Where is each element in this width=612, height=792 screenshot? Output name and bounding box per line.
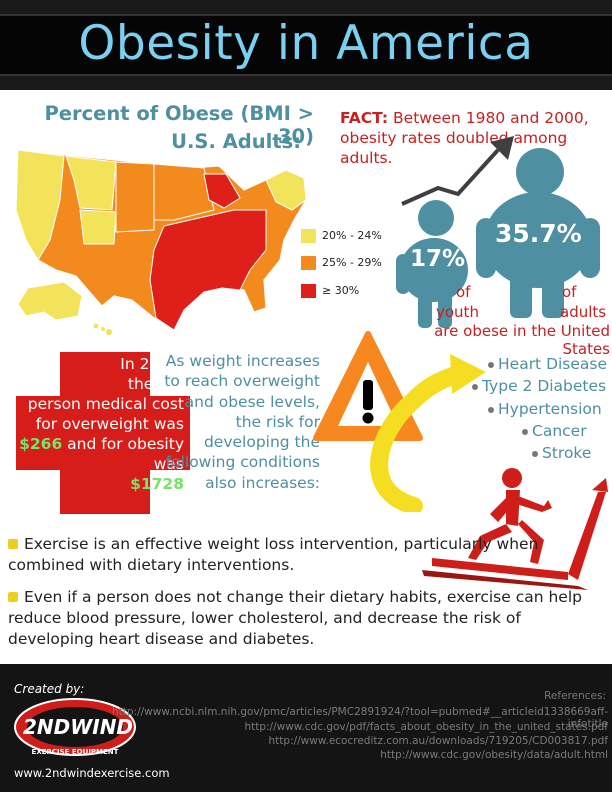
bullet-item-dietary: Even if a person does not change their d… — [8, 587, 598, 650]
reference-link-4[interactable]: http://www.cdc.gov/obesity/data/adult.ht… — [380, 749, 608, 761]
bullet-item-exercise: Exercise is an effective weight loss int… — [8, 534, 598, 576]
curved-arrow-icon — [370, 354, 486, 512]
svg-text:EXERCISE EQUIPMENT: EXERCISE EQUIPMENT — [32, 748, 119, 756]
legend-swatch-orange — [301, 256, 316, 270]
map-alaska — [17, 281, 83, 321]
map-region-yellow-rockies — [79, 209, 117, 245]
obesity-cost: $1728 — [130, 475, 184, 493]
legend-swatch-yellow — [301, 229, 316, 243]
bullet-marker-icon — [8, 592, 18, 602]
page-title: Obesity in America — [78, 16, 534, 71]
legend-swatch-red — [301, 284, 316, 298]
map-title-line2: U.S. Adults: — [171, 130, 301, 153]
risk-paragraph: As weight increases to reach overweight … — [164, 352, 320, 492]
map-hawaii-1 — [93, 323, 99, 329]
obese-summary-text: are obese in the United States — [434, 322, 610, 358]
adult-stat-value: 35.7% — [495, 219, 582, 248]
adult-stat-group: adults — [560, 303, 607, 321]
bullet-marker-icon — [8, 539, 18, 549]
condition-item-heart-disease: Heart Disease — [488, 355, 607, 373]
cost-line4: for overweight was — [35, 415, 184, 433]
legend-label-yellow: 20% - 24% — [322, 229, 382, 242]
condition-item-cancer: Cancer — [522, 422, 587, 440]
references-title: References: — [544, 690, 606, 702]
created-by-label: Created by: — [14, 682, 85, 696]
trend-up-arrow-icon — [401, 136, 514, 206]
reference-link-3[interactable]: http://www.ecocreditz.com.au/downloads/7… — [268, 735, 608, 747]
adult-stat-of: of — [562, 283, 577, 301]
adult-figure-icon — [476, 148, 600, 318]
overweight-cost: $266 — [19, 435, 63, 453]
cost-line6: was — [153, 455, 184, 473]
youth-figure-icon — [396, 200, 468, 328]
header-banner — [0, 0, 612, 90]
youth-stat-of: of — [456, 283, 471, 301]
map-region-orange-plains — [115, 161, 155, 233]
map-title-line1: Percent of Obese (BMI > 30) — [44, 102, 314, 148]
cost-line3: person medical cost — [27, 395, 184, 413]
treadmill-runner-icon — [422, 468, 608, 590]
svg-text:2NDWIND: 2NDWIND — [23, 715, 133, 739]
fact-block: FACT: Between 1980 and 2000, obesity rat… — [340, 108, 590, 168]
2ndwind-logo: 2NDWIND EXERCISE EQUIPMENT — [14, 698, 136, 756]
fact-label: FACT: — [340, 109, 389, 127]
map-region-yellow-mountain — [65, 155, 117, 211]
map-region-yellow-northeast — [265, 169, 307, 211]
header-band — [0, 14, 612, 76]
reference-link-2[interactable]: http://www.cdc.gov/pdf/facts_about_obesi… — [244, 721, 608, 733]
condition-item-type2-diabetes: Type 2 Diabetes — [472, 377, 606, 395]
reference-link-1[interactable]: http://www.ncbi.nlm.nih.gov/pmc/articles… — [112, 706, 608, 730]
condition-item-hypertension: Hypertension — [488, 400, 602, 418]
cost-line5-wrap: $266 and for obesity — [14, 434, 184, 454]
website-url[interactable]: www.2ndwindexercise.com — [14, 766, 170, 780]
legend-label-red: ≥ 30% — [322, 284, 360, 297]
condition-item-stroke: Stroke — [532, 444, 591, 462]
bullet-text: Exercise is an effective weight loss int… — [8, 535, 539, 574]
medical-cross-icon — [16, 352, 190, 514]
cost-line2: the per — [127, 375, 184, 393]
map-region-yellow-west — [15, 149, 65, 261]
map-region-orange-midwest — [153, 163, 215, 221]
cost-line1: In 2008, — [120, 355, 184, 373]
map-hawaii-2 — [101, 327, 105, 331]
us-obesity-map — [15, 149, 307, 335]
youth-stat-group: youth — [436, 303, 479, 321]
fact-text: Between 1980 and 2000, obesity rates dou… — [340, 109, 589, 167]
bullet-text: Even if a person does not change their d… — [8, 588, 582, 648]
legend-label-orange: 25% - 29% — [322, 256, 382, 269]
map-region-red-greatlakes — [203, 173, 241, 209]
medical-cost-text: In 2008, the per person medical cost for… — [14, 354, 184, 494]
map-hawaii-3 — [106, 329, 112, 335]
youth-stat-value: 17% — [410, 246, 466, 272]
cost-line5: and for obesity — [67, 435, 184, 453]
map-region-red-south — [149, 209, 267, 331]
